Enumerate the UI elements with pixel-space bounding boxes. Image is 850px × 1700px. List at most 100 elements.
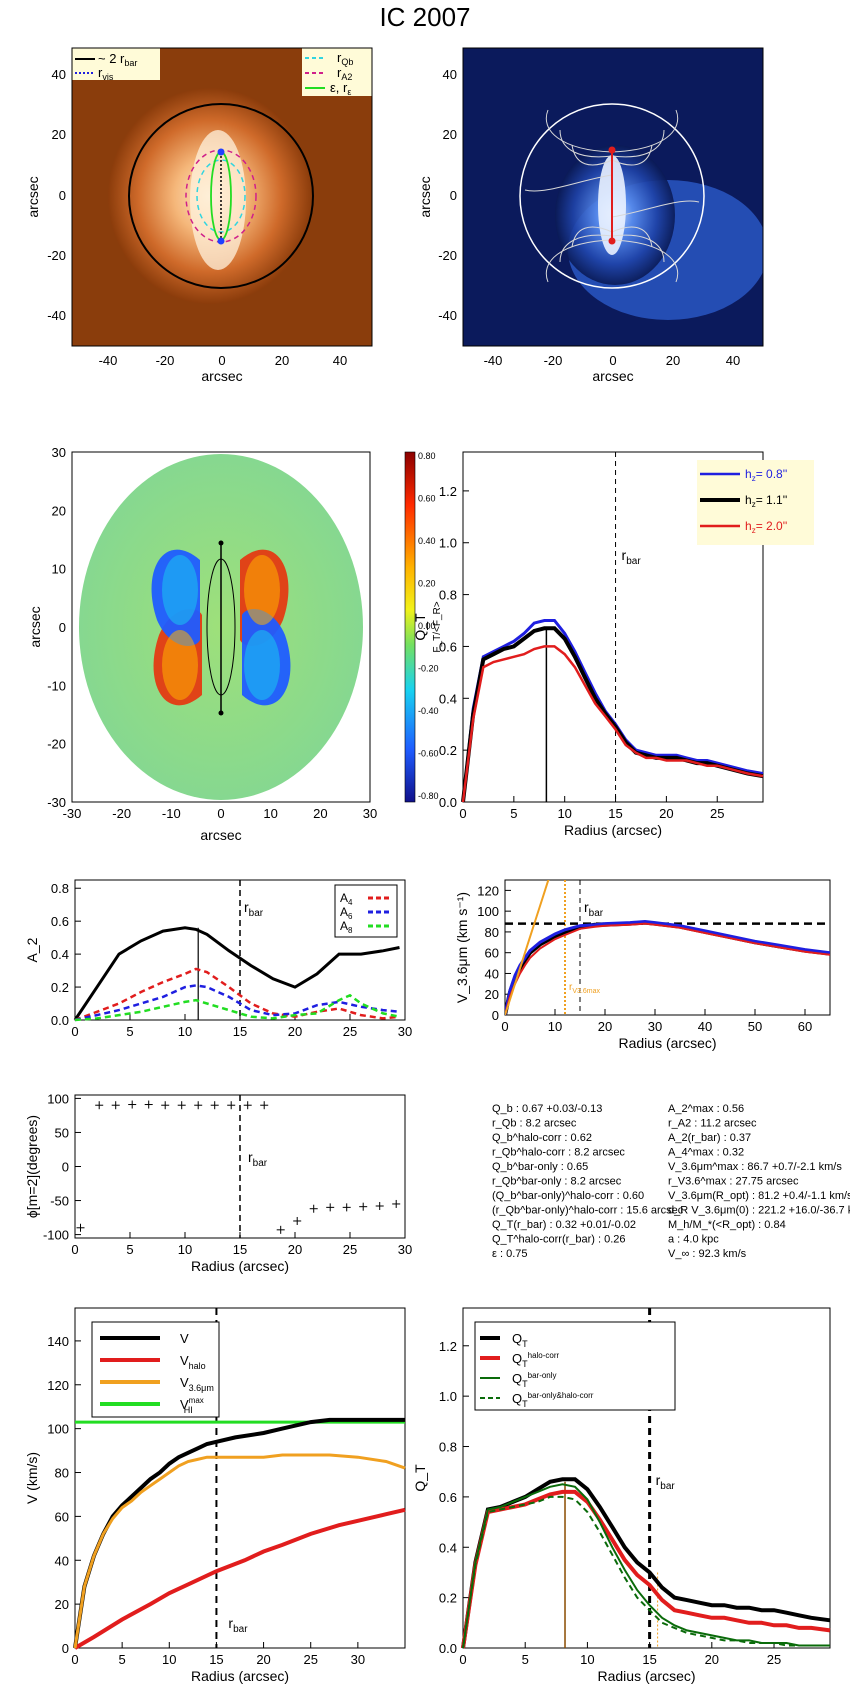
y-axis-label: arcsec [25,176,41,217]
tick-x: 5 [126,1024,133,1039]
stat-right: M_h/M_*(<R_opt) : 0.84 [668,1219,786,1231]
circle-2rbar [519,103,705,289]
tick-x: 20 [288,1242,302,1257]
tick-x: 0 [459,1652,466,1667]
frame [71,451,371,803]
bar-end-bottom [217,237,225,245]
tick-y: 0.6 [439,639,457,654]
data-point [375,1201,384,1210]
tick-x: 15 [642,1652,656,1667]
colorbar-tick: 0.80 [418,451,436,461]
tick-y: -100 [43,1228,69,1243]
series-line [462,1495,830,1649]
tick-y: -40 [47,308,66,323]
stat-right: V_3.6μm(R_opt) : 81.2 +0.4/-1.1 km/s [668,1190,850,1202]
tick-y: 1.2 [439,1339,457,1354]
tick-y: 0 [59,620,66,635]
bar-end-top [217,148,225,156]
rbar-label: rbar [228,1615,248,1635]
tick-y: 30 [52,445,66,460]
stat-right: r_A2 : 11.2 arcsec [668,1118,757,1130]
tick-x: 10 [263,806,277,821]
data-point [177,1101,186,1110]
x-axis-label: Radius (arcsec) [564,822,662,838]
tick-y: 40 [52,67,66,82]
tick-y: 80 [55,1466,69,1481]
frame [462,47,764,347]
axis-x: -40 -20 0 20 40 arcsec [99,353,348,384]
tick-x: -40 [484,353,503,368]
circle-2rbar [128,103,314,289]
rvmax-label: rV3.6max [569,982,600,995]
tick-x: 0 [459,806,466,821]
legend-ra2: rA2 [337,65,352,82]
tick-y: 1.2 [439,484,457,499]
tick-y: 0 [492,1008,499,1023]
legend-item: V [180,1331,189,1346]
stats-block: Q_b : 0.67 +0.03/-0.13 r_Qb : 8.2 arcsec Q… [492,1103,850,1260]
legend-rvis: rvis [98,65,114,82]
legend-2rbar: ~ 2 rbar [98,51,137,68]
x-axis-label: Radius (arcsec) [618,1035,716,1051]
tick-y: 20 [52,127,66,142]
rbar-label: rbar [656,1472,676,1492]
tick-x: 0 [217,806,224,821]
tick-y: -30 [47,795,66,810]
x-axis-label: Radius (arcsec) [191,1258,289,1274]
tick-x: 60 [798,1019,812,1034]
tick-x: 20 [705,1652,719,1667]
bar-end-bottom [608,237,616,245]
colorbar-tick: 0.60 [418,494,436,504]
tick-y: -20 [47,737,66,752]
tick-y: 0.8 [439,588,457,603]
data-point [194,1101,203,1110]
series-line [505,920,830,1015]
tick-x: 10 [580,1652,594,1667]
colorbar-tick: -0.80 [418,791,439,801]
y-axis-label: Q_T [412,613,428,641]
stat-left: Q_b^halo-corr : 0.62 [492,1132,592,1144]
tick-x: 5 [522,1652,529,1667]
tick-y: 120 [477,883,499,898]
frame [462,1307,831,1649]
tick-y: 0.2 [439,743,457,758]
data-point [111,1101,120,1110]
data-point [326,1203,335,1212]
colorbar-tick: 0.00 [418,621,436,631]
tick-x: 20 [288,1024,302,1039]
tick-y: 40 [443,67,457,82]
stat-right: r_V3.6^max : 27.75 arcsec [668,1176,799,1188]
tick-y: 20 [55,1597,69,1612]
data-point [76,1223,85,1232]
tick-x: 15 [233,1024,247,1039]
colorbar-label: F_T/<F_R> [432,601,443,652]
data-point [359,1202,368,1211]
tick-x: 20 [659,806,673,821]
stat-left: ε : 0.75 [492,1248,527,1260]
axis-x: -40 -20 0 20 40 arcsec [484,353,741,384]
series-line [74,967,400,1022]
page-title: IC 2007 [379,2,471,32]
data-point [309,1204,318,1213]
tick-x: 15 [233,1242,247,1257]
x-axis-label: Radius (arcsec) [597,1668,695,1684]
chart-rotation-curves: 0 5 10 15 20 25 30 0 20 40 60 80 100 120 140 Radius (ar… [24,1307,406,1684]
stat-left: Q_b^bar-only : 0.65 [492,1161,588,1173]
legend-item: hz= 0.8'' [745,467,787,483]
tick-x: 10 [548,1019,562,1034]
x-axis-label: arcsec [201,368,242,384]
tick-y: 0.6 [439,1490,457,1505]
tick-y: 0 [62,1160,69,1175]
frame [71,47,373,347]
tick-y: 120 [47,1378,69,1393]
series-line [505,919,830,1015]
tick-y: -20 [47,248,66,263]
tick-x: -40 [99,353,118,368]
tick-x: 25 [767,1652,781,1667]
tick-x: 25 [303,1652,317,1667]
stat-left: r_Qb : 8.2 arcsec [492,1118,577,1130]
chart-qt-vs-radius-hz: 0 5 10 15 20 25 0.0 0.2 0.4 0.6 0.8 1.0 1.2 Radius (a… [412,451,814,838]
tick-y: 100 [477,904,499,919]
